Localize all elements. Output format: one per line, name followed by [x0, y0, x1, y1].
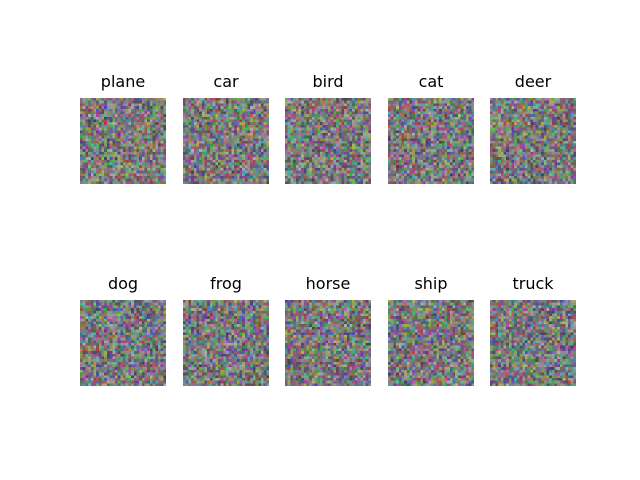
noise-image [183, 98, 269, 184]
panel-title: truck [512, 274, 554, 293]
panel-title: dog [107, 274, 139, 293]
noise-image [80, 300, 166, 386]
noise-image [388, 300, 474, 386]
panel-title: horse [305, 274, 351, 293]
panel-title: car [213, 72, 239, 91]
noise-image [183, 300, 269, 386]
noise-image [80, 98, 166, 184]
panel-title: deer [514, 72, 552, 91]
noise-image [388, 98, 474, 184]
panel-title: frog [210, 274, 242, 293]
panel-title: cat [418, 72, 444, 91]
noise-image [490, 98, 576, 184]
panel-title: plane [100, 72, 146, 91]
noise-image [490, 300, 576, 386]
panel-title: bird [312, 72, 344, 91]
noise-image [285, 98, 371, 184]
panel-title: ship [414, 274, 448, 293]
noise-image [285, 300, 371, 386]
